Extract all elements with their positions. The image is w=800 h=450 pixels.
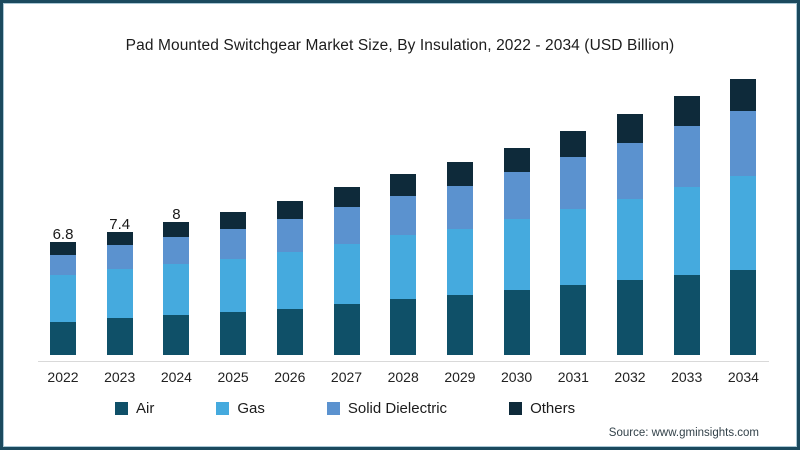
bar-2030 [503, 147, 530, 355]
bar-segment-gas [106, 268, 133, 319]
bar-segment-solid-dielectric [673, 125, 700, 188]
bar-segment-solid-dielectric [560, 157, 587, 209]
value-label-2024: 8 [172, 206, 181, 224]
bar-segment-gas [673, 187, 700, 276]
legend-item-gas: Gas [216, 400, 265, 417]
bar-segment-air [560, 285, 587, 355]
bar-segment-air [730, 270, 757, 355]
bar-segment-solid-dielectric [503, 172, 530, 219]
bar-2033 [673, 96, 700, 355]
bar-segment-air [333, 303, 360, 355]
bar-segment-solid-dielectric [106, 245, 133, 269]
bar-segment-gas [333, 243, 360, 304]
bar-segment-solid-dielectric [617, 142, 643, 199]
bar-segment-gas [730, 175, 757, 271]
bar-segment-solid-dielectric [730, 111, 757, 176]
x-axis-label-2032: 2032 [614, 369, 646, 385]
bar-segment-solid-dielectric [163, 237, 190, 264]
bar-segment-solid-dielectric [50, 255, 76, 276]
x-axis-line [38, 361, 769, 362]
bar-segment-others [446, 162, 473, 186]
legend: Air Gas Solid Dielectric Others [3, 400, 797, 417]
legend-item-others: Others [509, 400, 575, 417]
bar-segment-air [617, 280, 643, 355]
bar-segment-air [106, 318, 133, 355]
bar-segment-solid-dielectric [220, 228, 247, 259]
x-axis-label-2028: 2028 [387, 369, 419, 385]
bar-segment-others [560, 130, 587, 158]
x-axis-label-2024: 2024 [160, 369, 192, 385]
bar-segment-air [673, 275, 700, 355]
bar-segment-others [50, 242, 76, 256]
bar-segment-others [673, 96, 700, 126]
bar-segment-gas [560, 208, 587, 286]
bar-segment-solid-dielectric [333, 207, 360, 244]
legend-swatch-icon [115, 402, 128, 415]
x-axis-label-2029: 2029 [444, 369, 476, 385]
plot-area: 2022 6.8 2023 7.4 2024 8 2025 2026 2027 2028 2029 2… [3, 3, 797, 447]
bar-segment-gas [50, 275, 76, 322]
x-axis-label-2033: 2033 [671, 369, 703, 385]
bar-segment-others [503, 147, 530, 173]
legend-label: Gas [237, 400, 265, 417]
bar-segment-air [446, 295, 473, 355]
bar-segment-others [730, 79, 757, 111]
bar-segment-air [163, 315, 190, 355]
bar-segment-air [50, 321, 76, 355]
bar-segment-gas [446, 228, 473, 296]
chart-title: Pad Mounted Switchgear Market Size, By I… [125, 37, 675, 54]
value-label-2022: 6.8 [52, 226, 74, 244]
x-axis-label-2027: 2027 [330, 369, 363, 385]
bar-segment-others [617, 114, 643, 143]
legend-label: Solid Dielectric [347, 400, 448, 417]
bar-segment-solid-dielectric [446, 185, 473, 229]
value-label-2023: 7.4 [109, 216, 131, 234]
bar-segment-gas [163, 263, 190, 316]
bar-segment-solid-dielectric [276, 218, 303, 253]
bar-segment-gas [390, 235, 417, 299]
x-axis-label-2034: 2034 [727, 369, 759, 385]
legend-label: Air [136, 400, 155, 417]
bar-segment-air [503, 290, 530, 355]
legend-swatch-icon [326, 402, 340, 415]
x-axis-label-2025: 2025 [217, 369, 249, 385]
bar-segment-others [220, 212, 247, 229]
bar-segment-air [220, 311, 247, 355]
legend-swatch-icon [509, 402, 523, 415]
bar-2024 [163, 222, 190, 355]
bar-2029 [446, 162, 473, 355]
legend-item-solid-dielectric: Solid Dielectric [326, 400, 448, 417]
bar-2026 [276, 200, 303, 355]
legend-swatch-icon [216, 402, 230, 415]
bar-segment-others [163, 222, 190, 238]
legend-label: Others [530, 400, 576, 417]
x-axis-label-2031: 2031 [557, 369, 589, 385]
x-axis-label-2023: 2023 [104, 369, 136, 385]
bar-segment-solid-dielectric [390, 195, 417, 236]
bar-segment-gas [276, 252, 303, 309]
bar-2025 [220, 212, 247, 355]
bar-segment-gas [617, 198, 643, 281]
bar-2028 [390, 174, 417, 355]
bar-2023 [106, 232, 133, 355]
bar-segment-others [333, 187, 360, 208]
bar-2022 [50, 242, 76, 355]
bar-segment-air [390, 298, 417, 355]
bar-segment-others [390, 174, 417, 196]
bar-segment-others [276, 200, 303, 219]
bar-segment-air [276, 308, 303, 355]
bar-segment-gas [220, 258, 247, 312]
x-axis-label-2022: 2022 [47, 369, 79, 385]
bar-2034 [730, 79, 757, 355]
bar-2032 [617, 114, 643, 355]
x-axis-label-2026: 2026 [274, 369, 306, 385]
bar-segment-others [106, 232, 133, 246]
x-axis-label-2030: 2030 [501, 369, 533, 385]
bar-2027 [333, 187, 360, 355]
legend-item-air: Air [115, 400, 154, 417]
bar-segment-gas [503, 218, 530, 291]
source-text: Source: www.gminsights.com [608, 427, 759, 439]
bar-2031 [560, 130, 587, 355]
